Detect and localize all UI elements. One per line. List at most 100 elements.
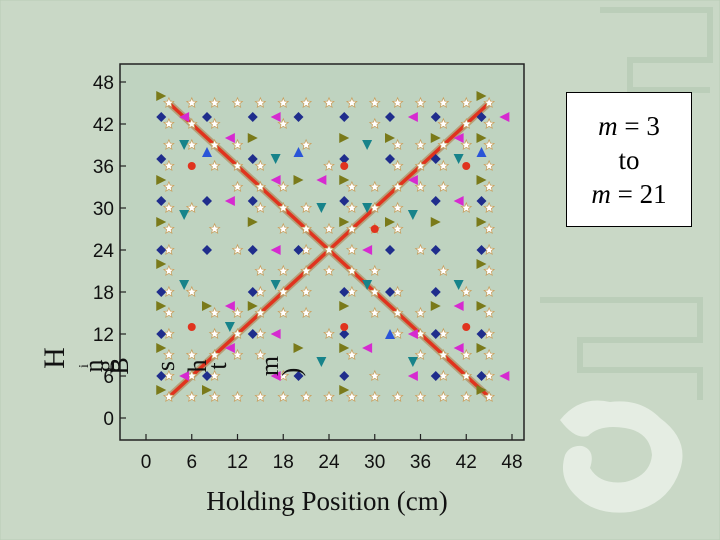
star-marker-52 [277, 390, 290, 403]
triangle-left-marker-16 [179, 371, 190, 381]
star-marker-66 [300, 243, 313, 256]
star-marker-127 [460, 369, 473, 382]
star-marker-37 [231, 243, 244, 256]
star-marker-38 [231, 180, 244, 193]
star-marker-58 [277, 201, 290, 214]
diamond-marker-15 [430, 196, 441, 206]
star-marker-75 [323, 222, 335, 235]
triangle-up-marker-0 [202, 147, 212, 157]
star-marker-82 [345, 243, 358, 256]
star-marker-123 [437, 138, 450, 151]
star-marker-113 [414, 159, 427, 172]
star-marker-86 [345, 96, 358, 109]
circle-marker-4 [340, 323, 349, 331]
triangle-right-marker-24 [430, 133, 441, 143]
star-marker-64 [300, 285, 313, 298]
star-marker-36 [231, 306, 244, 319]
triangle-right-marker-27 [202, 301, 212, 311]
diamond-marker-4 [339, 112, 350, 122]
star-marker-132 [460, 117, 473, 130]
x-tick-label-5: 30 [364, 452, 385, 473]
maze-pattern-decoration [540, 7, 713, 400]
star-marker-136 [483, 348, 496, 361]
diamond-marker-25 [247, 287, 258, 297]
y-axis-title-fragment-9: ) [277, 368, 306, 377]
triangle-down-marker-1 [270, 154, 281, 164]
star-marker-40 [231, 138, 244, 151]
star-marker-140 [483, 264, 496, 277]
y-axis-title-fragment-2: n [79, 360, 108, 373]
star-marker-87 [368, 390, 381, 403]
diamond-marker-39 [385, 154, 395, 164]
star-marker-61 [277, 96, 290, 109]
star-marker-78 [345, 390, 358, 403]
star-marker-60 [277, 117, 290, 130]
star-marker-2 [162, 348, 175, 361]
diamond-marker-10 [339, 154, 350, 164]
star-marker-126 [460, 390, 473, 403]
triangle-right-marker-4 [156, 301, 167, 311]
star-marker-3 [162, 327, 175, 340]
star-marker-85 [345, 180, 358, 193]
star-marker-101 [391, 222, 404, 235]
diamond-marker-36 [339, 371, 350, 381]
triangle-left-marker-6 [224, 196, 235, 206]
y-tick-label-6: 36 [93, 157, 114, 178]
triangle-left-marker-20 [453, 343, 464, 353]
triangle-right-marker-28 [202, 385, 212, 395]
triangle-right-marker-9 [476, 175, 487, 185]
diamond-marker-22 [430, 245, 441, 255]
y-axis-title-fragment-7: t [203, 362, 232, 370]
star-marker-50 [254, 159, 267, 172]
diamond-marker-31 [430, 329, 441, 339]
star-marker-9 [162, 201, 175, 214]
diamond-marker-14 [339, 196, 350, 206]
star-marker-67 [300, 222, 313, 235]
star-marker-88 [368, 369, 381, 382]
triangle-up-marker-2 [385, 329, 395, 339]
x-axis-ticks: 0 6 12 18 24 30 36 42 48 [141, 434, 523, 473]
diamond-marker-0 [156, 112, 167, 122]
star-marker-10 [162, 180, 175, 193]
star-marker-114 [414, 138, 427, 151]
star-marker-122 [437, 159, 450, 172]
y-tick-label-1: 6 [103, 367, 114, 388]
star-marker-84 [345, 201, 358, 214]
triangle-right-marker-3 [156, 259, 167, 269]
diamond-marker-40 [202, 196, 212, 206]
x-tick-label-8: 48 [501, 452, 522, 473]
star-marker-25 [208, 348, 221, 361]
star-marker-138 [483, 306, 496, 319]
star-marker-6 [162, 264, 175, 277]
star-marker-29 [208, 159, 221, 172]
star-marker-94 [368, 180, 381, 193]
triangle-right-marker-2 [156, 217, 167, 227]
triangle-right-marker-29 [385, 133, 395, 143]
y-tick-label-4: 24 [93, 241, 115, 262]
star-marker-30 [208, 138, 221, 151]
star-marker-59 [277, 180, 290, 193]
star-marker-130 [460, 201, 473, 214]
triangle-left-marker-7 [270, 175, 281, 185]
circle-marker-0 [187, 162, 196, 170]
star-marker-42 [254, 390, 267, 403]
y-axis-title-fragment-3: g [91, 360, 120, 373]
star-marker-73 [323, 264, 335, 277]
triangle-up-marker-3 [476, 147, 487, 157]
triangle-down-marker-5 [316, 203, 327, 213]
triangle-right-marker-15 [339, 133, 350, 143]
y-tick-label-5: 30 [93, 199, 114, 220]
triangle-right-marker-32 [293, 343, 304, 353]
diamond-marker-11 [430, 154, 441, 164]
diamond-marker-24 [156, 287, 167, 297]
star-marker-26 [208, 327, 221, 340]
star-marker-134 [483, 390, 496, 403]
triangle-left-marker-10 [270, 245, 281, 255]
star-marker-14 [162, 96, 175, 109]
star-marker-125 [437, 96, 450, 109]
legend-var-3: m [591, 178, 611, 209]
star-marker-17 [185, 348, 198, 361]
star-marker-148 [483, 96, 496, 109]
triangle-left-marker-9 [453, 196, 464, 206]
diamond-marker-7 [476, 112, 487, 122]
